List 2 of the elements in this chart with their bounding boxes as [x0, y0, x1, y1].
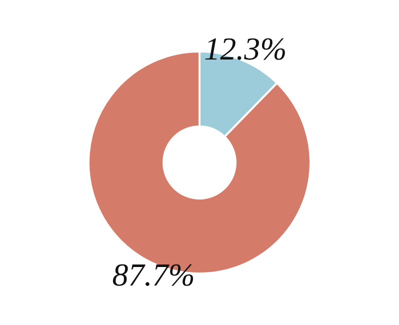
- data-label: 87.7%: [112, 256, 195, 293]
- data-label: 12.3%: [204, 30, 287, 66]
